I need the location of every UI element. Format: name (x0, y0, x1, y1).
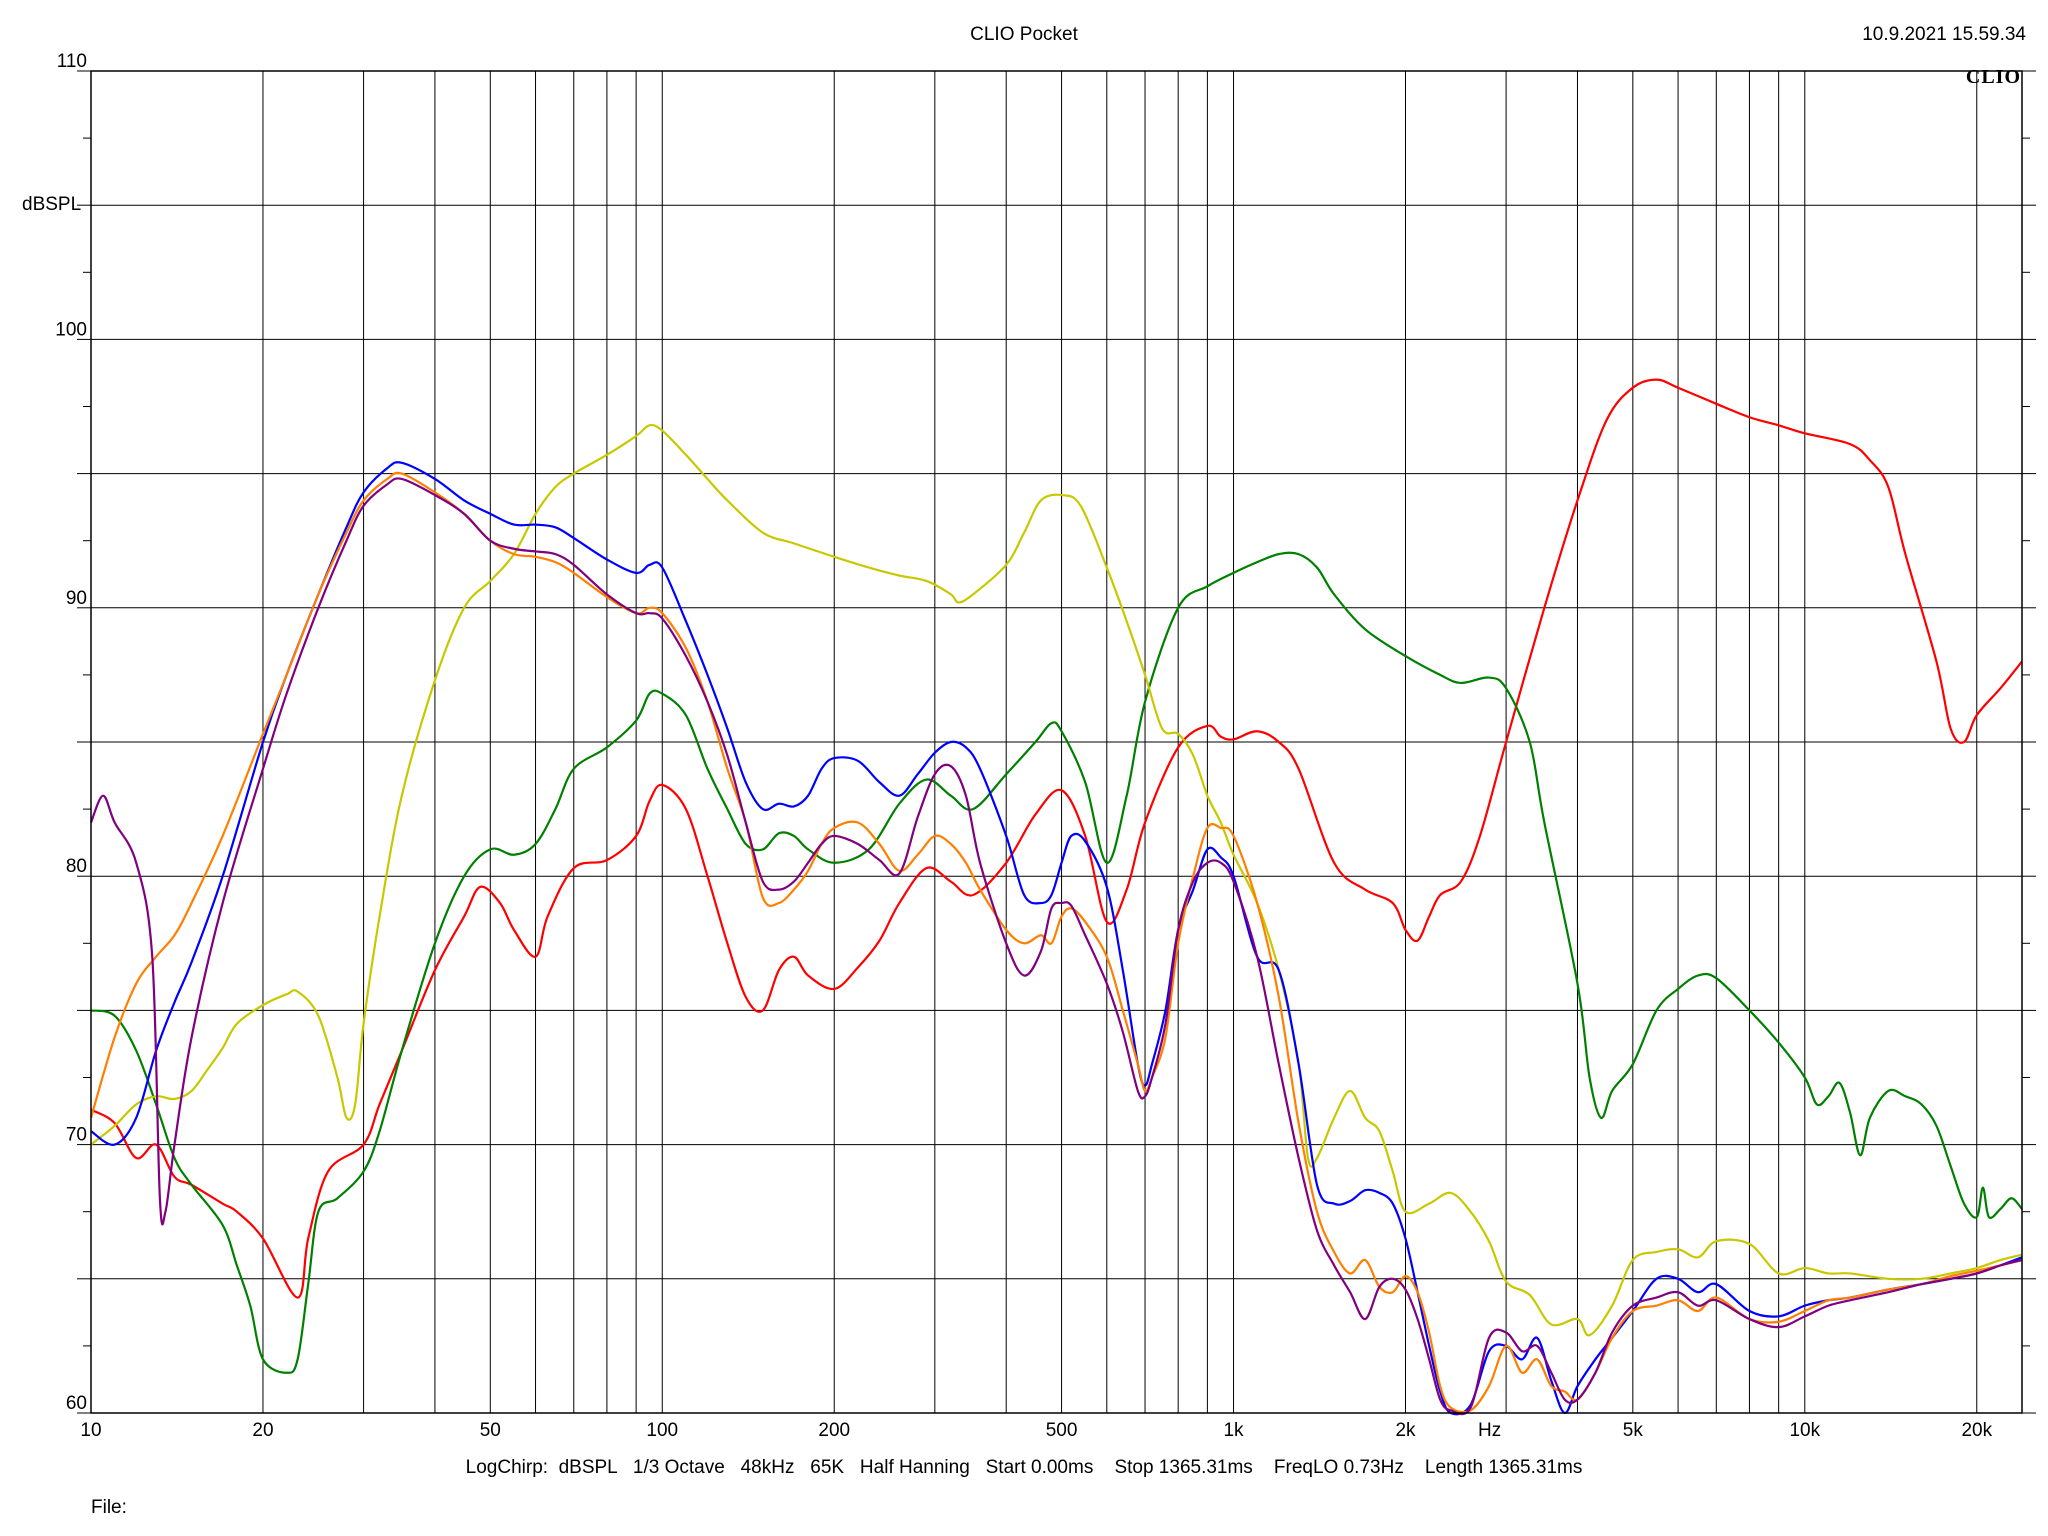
x-axis-ticks: 10 20 50 100 200 500 1k 2k 5k 10k 20k (80, 1420, 1992, 1441)
x-tick-label: 10 (80, 1420, 101, 1441)
series-line-yellow (90, 423, 2023, 1337)
x-tick-label: 100 (646, 1420, 678, 1441)
y-tick-label: 70 (66, 1125, 87, 1146)
x-tick-label: 200 (818, 1420, 850, 1441)
x-tick-label: 1k (1223, 1420, 1244, 1441)
series-line-blue (90, 461, 2023, 1416)
timestamp: 10.9.2021 15.59.34 (1862, 24, 2026, 45)
y-tick-label: 100 (55, 319, 87, 340)
x-tick-label: 20 (252, 1420, 273, 1441)
x-tick-label: 10k (1789, 1420, 1820, 1441)
series-line-green (90, 551, 2023, 1374)
series-line-purple (89, 477, 2023, 1416)
y-axis-ticks: 60 70 80 90 100 110 (55, 51, 87, 1414)
series-line-red (90, 378, 2023, 1299)
x-tick-label: 50 (480, 1420, 501, 1441)
file-label: File: (91, 1497, 127, 1518)
x-tick-label: 500 (1046, 1420, 1078, 1441)
x-tick-label: 20k (1961, 1420, 1992, 1441)
series-lines (89, 378, 2023, 1416)
series-line-orange (89, 471, 2023, 1414)
x-axis-unit-label: Hz (1478, 1420, 1502, 1441)
measurement-settings: LogChirp: dBSPL 1/3 Octave 48kHz 65K Hal… (465, 1457, 1583, 1478)
grid (77, 70, 2036, 1414)
y-axis-label: dBSPL (22, 194, 82, 215)
y-tick-label: 90 (66, 588, 87, 609)
y-tick-label: 80 (66, 856, 87, 877)
y-tick-label: 110 (57, 51, 87, 72)
brand-logo: CLIO (1965, 66, 2021, 88)
x-tick-label: 2k (1395, 1420, 1416, 1441)
y-tick-label: 60 (66, 1393, 87, 1414)
x-tick-label: 5k (1623, 1420, 1644, 1441)
chart-title: CLIO Pocket (970, 24, 1078, 45)
plot-frame (90, 70, 2023, 1414)
